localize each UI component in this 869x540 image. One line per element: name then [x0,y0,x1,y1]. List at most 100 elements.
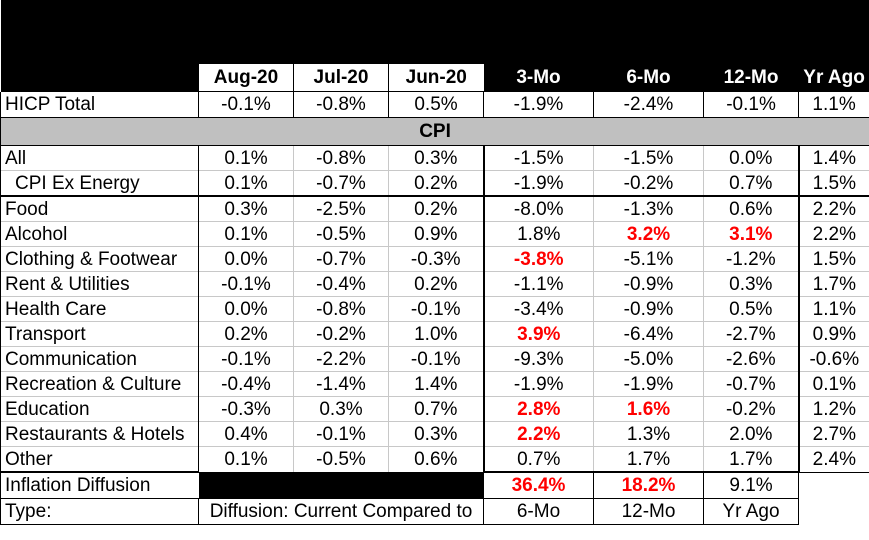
cell: 0.2% [198,321,294,347]
cell: -0.5% [293,446,389,473]
cell: 0.3% [702,271,799,297]
mm-header: M/M % [311,38,371,60]
cell: 0.4% [198,421,294,447]
row-label: Recreation & Culture [0,371,199,397]
cell: 0.0% [198,246,294,272]
cell: 0.7% [482,446,594,473]
cell: 2.2% [797,221,869,247]
table-row: Recreation & Culture -0.4% -1.4% 1.4% -1.9% -… [0,371,869,397]
row-label: Rent & Utilities [0,271,199,297]
cell: 3.9% [482,321,594,347]
row-label: All [0,145,199,171]
saar-header: SAAR % [603,38,680,60]
cell: -8.0% [482,195,594,222]
table-row: CPI Ex Energy 0.1% -0.7% 0.2% -1.9% -0.2% 0.7%… [0,170,869,196]
cell: -2.5% [293,195,389,222]
row-label: HICP Total [0,91,199,118]
cell: -6.4% [593,321,704,347]
cell: -5.0% [593,346,704,372]
cell: -2.7% [702,321,799,347]
cell: 1.1% [798,91,869,118]
cell: 0.5% [388,91,484,118]
cell: 0.3% [388,421,484,447]
cell: -0.1% [198,91,294,118]
cell: -1.2% [702,246,799,272]
cell: -1.9% [482,170,594,196]
row-label: Restaurants & Hotels [0,421,199,447]
cell: -1.1% [482,271,594,297]
cell: 0.1% [198,170,294,196]
cell: -3.8% [482,246,594,272]
cell: 0.2% [388,271,484,297]
cell: -1.4% [293,371,389,397]
cell: 0.0% [198,296,294,322]
cell: 1.5% [797,170,869,196]
cell: -3.4% [482,296,594,322]
table-title: Germany's HICP and CPI Details [207,2,592,31]
row-label: Transport [0,321,199,347]
table-row: Restaurants & Hotels 0.4% -0.1% 0.3% 2.2% 1.3… [0,421,869,447]
cell: 1.7% [797,271,869,297]
table-row: Education -0.3% 0.3% 0.7% 2.8% 1.6% -0.2% 1.2% [0,396,869,422]
cell: -1.5% [593,145,704,171]
cell: 0.7% [388,396,484,422]
row-label: Food [0,195,199,222]
cell: 2.2% [482,421,594,447]
yy-header: Y/Y [818,38,850,60]
cell: 3.2% [593,221,704,247]
cell: -1.3% [593,195,704,222]
cell: -1.9% [482,371,594,397]
cell: -0.1% [198,346,294,372]
cell: 1.2% [797,396,869,422]
cell: 0.5% [702,296,799,322]
table-row: Other 0.1% -0.5% 0.6% 0.7% 1.7% 1.7% 2.4% [0,446,869,473]
cell: -0.1% [388,296,484,322]
diffusion-row: Inflation Diffusion 36.4% 18.2% 9.1% [0,471,869,499]
col-header-jun20: Jun-20 [388,64,484,92]
cell: -0.5% [293,221,389,247]
cell: 1.4% [388,371,484,397]
cell: 0.1% [797,371,869,397]
table-row: Clothing & Footwear 0.0% -0.7% -0.3% -3.8% -5… [0,246,869,272]
cell: 1.3% [593,421,704,447]
cell: -0.8% [293,296,389,322]
cell: 2.8% [482,396,594,422]
cell: 0.6% [702,195,799,222]
cell: 0.1% [198,446,294,473]
col-header-yr-ago: Yr Ago [798,64,869,92]
cell: 1.0% [388,321,484,347]
cell: -0.4% [198,371,294,397]
cell: 0.1% [198,145,294,171]
cell: 0.0% [702,145,799,171]
type-12mo: 12-Mo [593,498,704,525]
cell: 1.8% [482,221,594,247]
cell: -0.3% [198,396,294,422]
row-label: CPI Ex Energy [0,170,199,196]
cell: -0.1% [388,346,484,372]
col-header-6mo: 6-Mo [593,64,704,92]
cell: -0.8% [293,91,389,118]
type-yr-ago: Yr Ago [702,498,800,525]
cell: -5.1% [593,246,704,272]
cell: 2.0% [702,421,799,447]
cell: 0.2% [388,170,484,196]
cell: 1.1% [797,296,869,322]
cell: -2.4% [593,91,704,118]
cell: 2.4% [797,446,869,473]
cell: 2.2% [797,195,869,222]
cell: 1.7% [702,446,799,473]
table-row: All 0.1% -0.8% 0.3% -1.5% -1.5% 0.0% 1.4% [0,145,869,171]
row-label: Alcohol [0,221,199,247]
cell: 1.7% [593,446,704,473]
cell: -0.1% [702,91,799,118]
table-row: Alcohol 0.1% -0.5% 0.9% 1.8% 3.2% 3.1% 2.2% [0,221,869,247]
cell: -2.2% [293,346,389,372]
cell: -1.5% [482,145,594,171]
row-label: Education [0,396,199,422]
type-row: Type: Diffusion: Current Compared to 6-M… [0,498,869,525]
cell: -0.3% [388,246,484,272]
row-label: Communication [0,346,199,372]
cell: -0.9% [593,296,704,322]
cell: 3.1% [702,221,799,247]
cell: 2.7% [797,421,869,447]
